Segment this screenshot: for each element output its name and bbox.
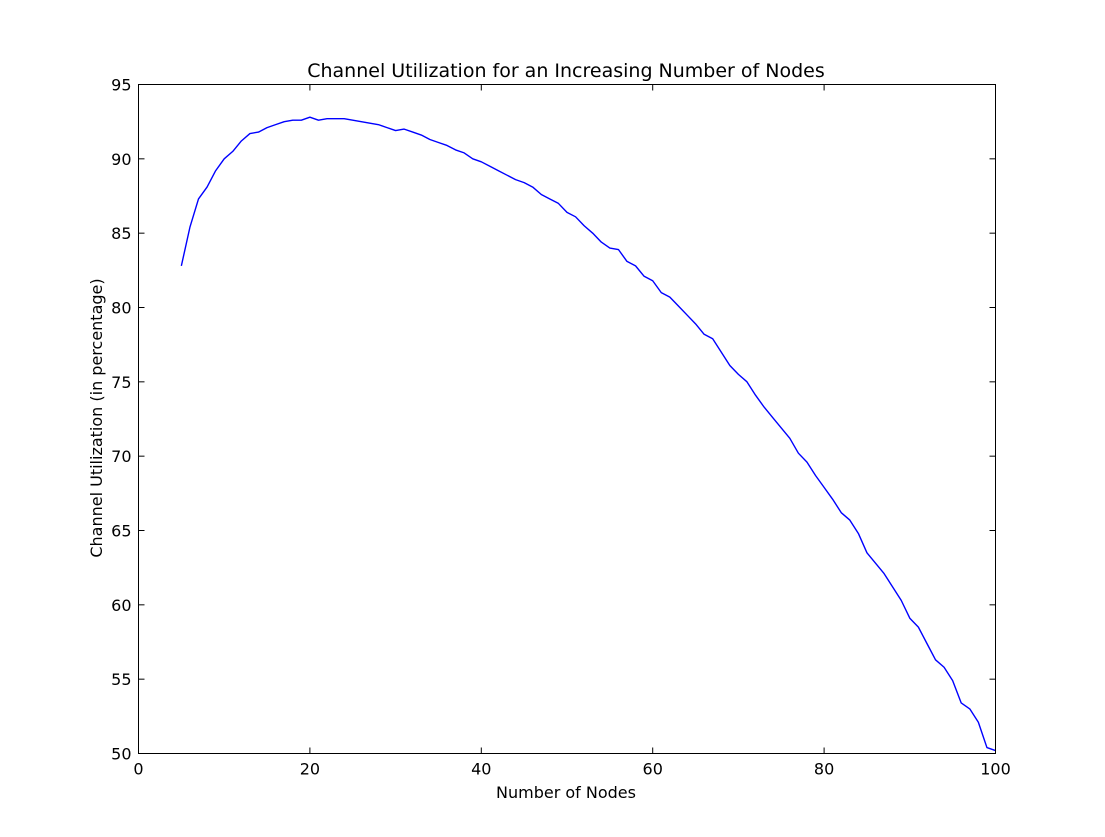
y-tick-label: 65 [111,522,131,541]
x-tick-label: 100 [980,760,1011,779]
y-tick-label: 85 [111,224,131,243]
y-tick-label: 80 [111,299,131,318]
y-tick-label: 60 [111,596,131,615]
x-tick-label: 20 [300,760,320,779]
x-tick-label: 40 [471,760,491,779]
y-tick-label: 55 [111,670,131,689]
series-line [180,116,996,752]
y-tick-label: 75 [111,373,131,392]
x-tick-label: 60 [643,760,663,779]
plot-area-frame [138,84,996,754]
x-tick-label: 80 [814,760,834,779]
y-tick-label: 70 [111,447,131,466]
y-axis-title: Channel Utilization (in percentage) [87,278,106,557]
axis-ticks: 0 20 40 60 80 100 50 55 60 65 70 75 80 85 90 95 [111,76,1011,779]
chart-title: Channel Utilization for an Increasing Nu… [307,60,825,82]
x-axis-title: Number of Nodes [496,783,636,802]
y-tick-label: 50 [111,745,131,764]
series-layer [180,116,996,752]
y-tick-label: 90 [111,150,131,169]
y-tick-label: 95 [111,76,131,95]
x-tick-label: 0 [133,760,143,779]
